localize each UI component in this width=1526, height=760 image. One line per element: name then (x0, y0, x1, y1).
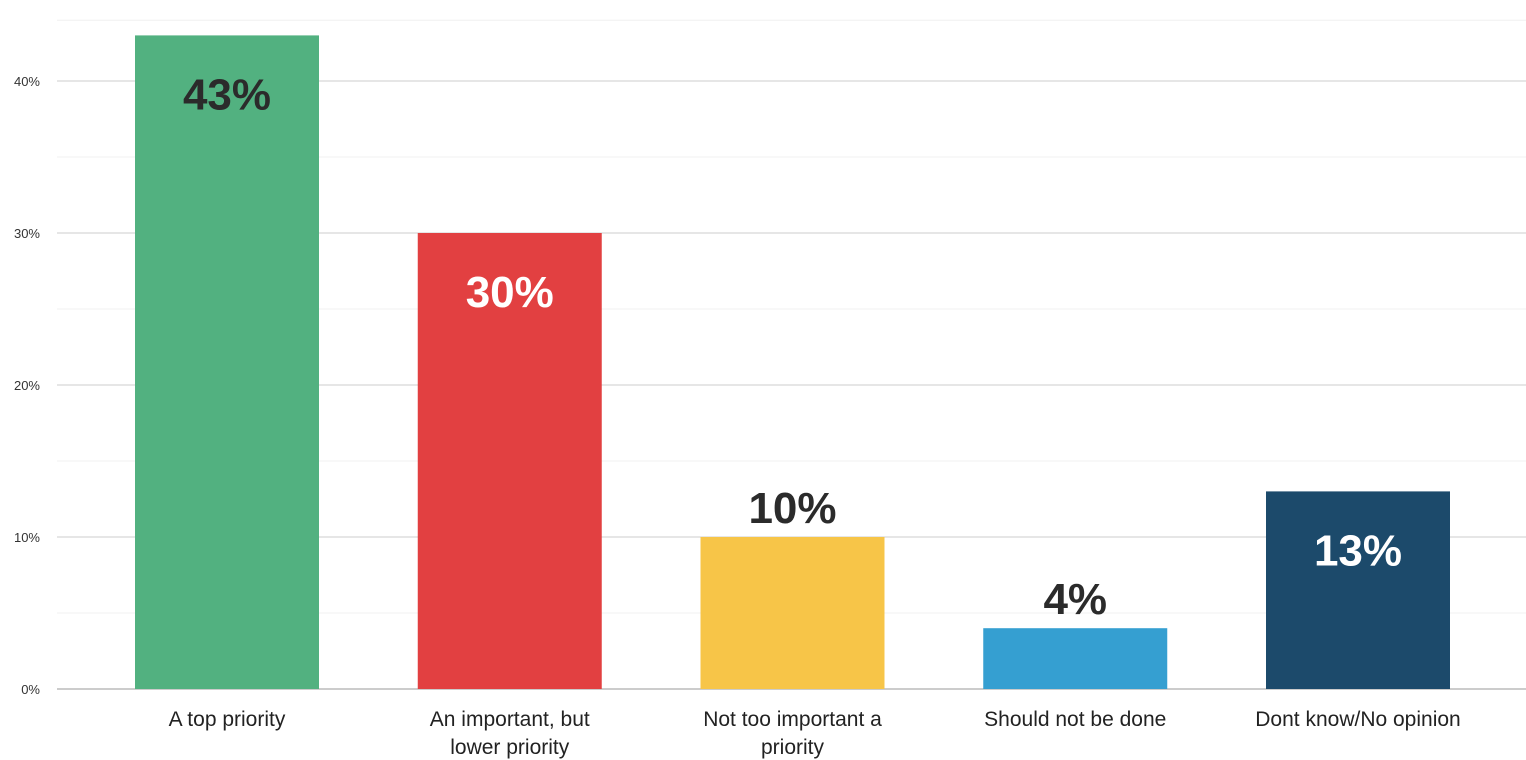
bar (983, 628, 1168, 689)
y-tick-label: 30% (14, 226, 40, 241)
y-tick-label: 40% (14, 74, 40, 89)
x-tick-label: Should not be done (984, 708, 1166, 731)
y-tick-label: 10% (14, 530, 40, 545)
x-tick-label-line: Not too important a (703, 708, 882, 731)
bar (700, 537, 885, 689)
data-label: 43% (183, 70, 271, 119)
bar (1266, 491, 1450, 689)
x-tick-label: Not too important a priority (703, 708, 882, 759)
y-axis: 0% 10% 20% 30% 40% (14, 74, 40, 697)
x-tick-label: Dont know/No opinion (1255, 708, 1460, 731)
data-labels: 43% 30% 10% 4% 13% (183, 70, 1402, 624)
y-tick-label: 0% (21, 682, 40, 697)
x-tick-label-line: An important, but (430, 708, 590, 731)
x-tick-label-line: priority (761, 736, 825, 759)
x-tick-label: A top priority (169, 708, 286, 731)
bar (135, 35, 319, 689)
data-label: 10% (748, 484, 836, 533)
x-axis: A top priority An important, but lower pri… (169, 708, 1461, 759)
data-label: 4% (1043, 575, 1107, 624)
x-tick-label: An important, but lower priority (430, 708, 590, 759)
y-tick-label: 20% (14, 378, 40, 393)
data-label: 13% (1314, 526, 1402, 575)
x-tick-label-line: lower priority (450, 736, 570, 759)
x-tick-label-line: A top priority (169, 708, 286, 731)
bar (417, 233, 602, 689)
x-tick-label-line: Should not be done (984, 708, 1166, 731)
x-tick-label-line: Dont know/No opinion (1255, 708, 1460, 731)
data-label: 30% (466, 268, 554, 317)
bars (135, 35, 1450, 689)
